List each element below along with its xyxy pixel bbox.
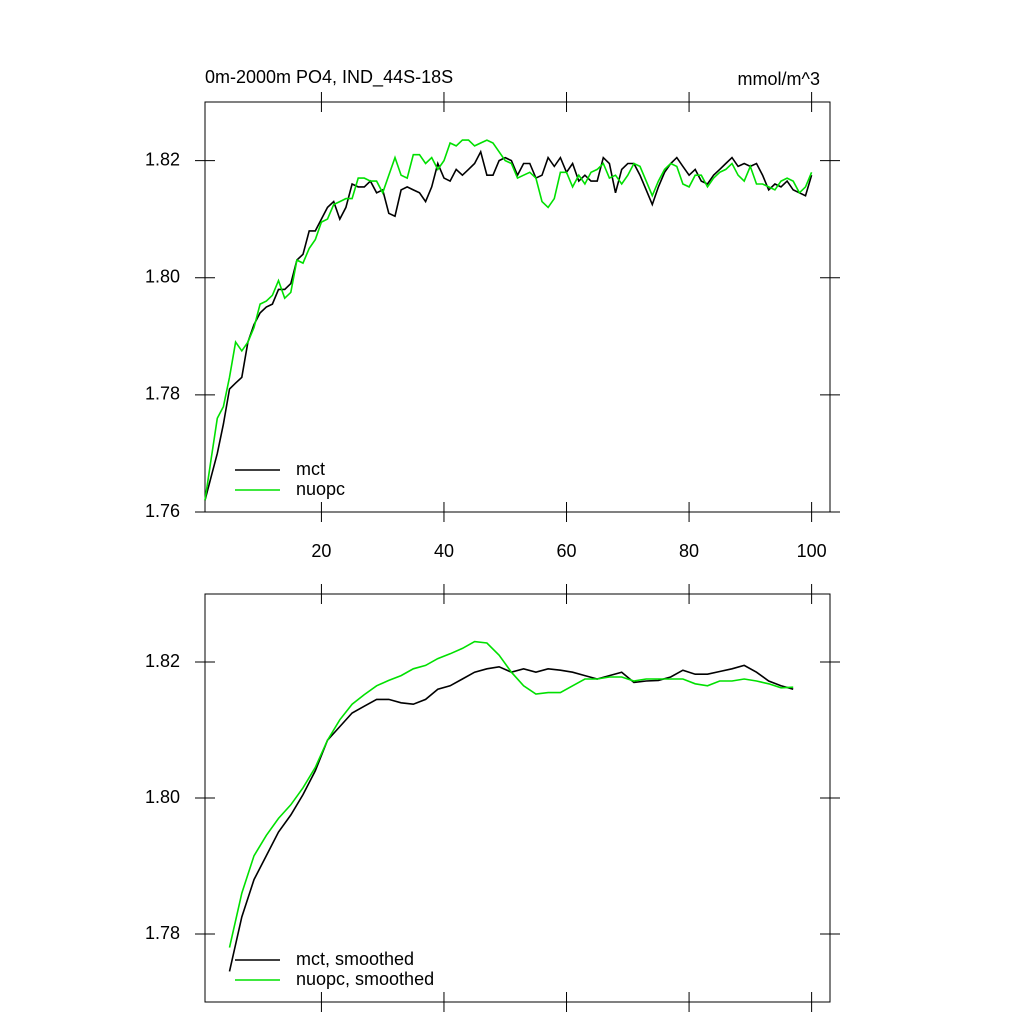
x-tick-label: 100: [797, 541, 827, 561]
series-line: [228, 664, 794, 972]
legend-label: mct: [296, 459, 325, 479]
series-line: [228, 640, 794, 948]
legend-label: mct, smoothed: [296, 949, 414, 969]
series-line: [204, 139, 813, 501]
y-tick-label: 1.82: [145, 149, 180, 169]
plot-frame: [204, 593, 831, 1003]
series-line: [204, 149, 813, 501]
x-tick-label: 80: [679, 541, 699, 561]
x-tick-label: 60: [557, 541, 577, 561]
y-tick-label: 1.78: [145, 384, 180, 404]
chart-title: 0m-2000m PO4, IND_44S-18S: [205, 67, 453, 88]
legend-label: nuopc: [296, 479, 345, 499]
y-tick-label: 1.76: [145, 501, 180, 521]
plot-frame: [204, 101, 831, 513]
y-tick-label: 1.80: [145, 787, 180, 807]
y-tick-label: 1.80: [145, 266, 180, 286]
x-tick-label: 40: [434, 541, 454, 561]
legend-label: nuopc, smoothed: [296, 969, 434, 989]
units-label: mmol/m^3: [738, 69, 820, 89]
y-tick-label: 1.82: [145, 651, 180, 671]
x-tick-label: 20: [311, 541, 331, 561]
y-tick-label: 1.78: [145, 923, 180, 943]
